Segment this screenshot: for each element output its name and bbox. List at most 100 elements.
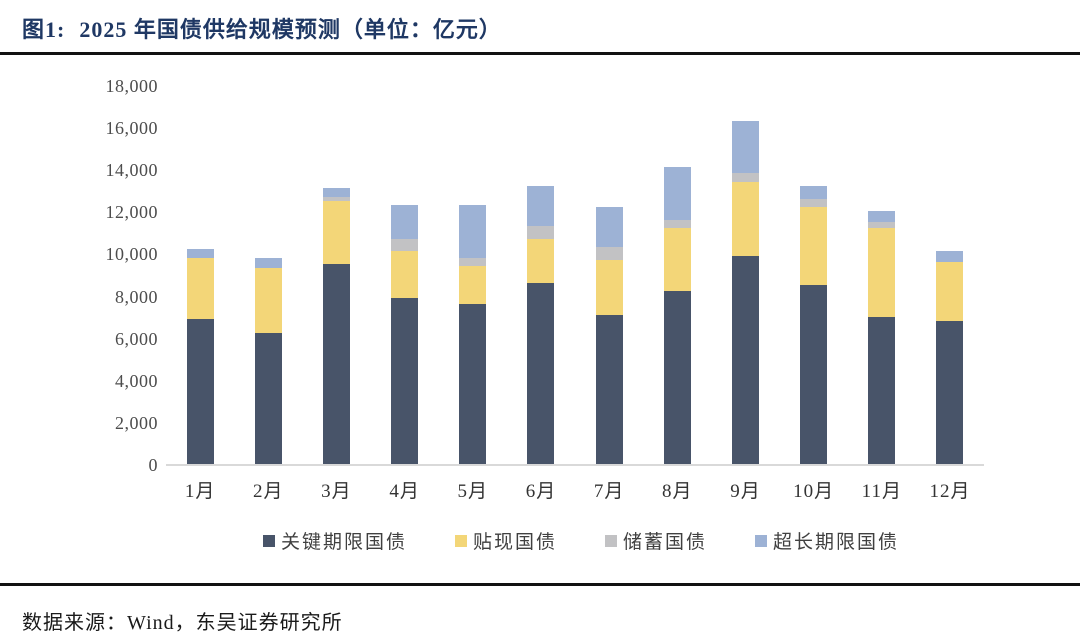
legend-item: 储蓄国债 [605, 527, 707, 554]
bar-segment [391, 205, 419, 239]
bar-segment [527, 226, 555, 239]
bar-segment [322, 263, 350, 464]
bar-column [439, 85, 507, 464]
bar-column [916, 85, 984, 464]
bar-segment [254, 333, 282, 464]
x-tick-label: 2月 [253, 481, 284, 502]
bar-segment [322, 200, 350, 264]
stacked-bar [936, 251, 964, 464]
bar-segment [800, 198, 828, 208]
bar-column [166, 85, 234, 464]
bar-segment [595, 259, 623, 315]
legend-swatch-icon [605, 534, 617, 547]
bar-column [234, 85, 302, 464]
y-tick-label: 6,000 [115, 328, 158, 349]
bar-column [575, 85, 643, 464]
x-tick-label: 8月 [662, 481, 693, 502]
bar-segment [663, 219, 691, 229]
bar-segment [663, 228, 691, 292]
top-divider [0, 52, 1080, 55]
plot-area [166, 85, 984, 464]
x-tick-label: 3月 [321, 481, 352, 502]
bar-segment [459, 303, 487, 464]
stacked-bar [800, 186, 828, 464]
bar-segment [800, 186, 828, 199]
bar-segment [254, 268, 282, 334]
bottom-divider [0, 583, 1080, 586]
x-tick-label: 10月 [793, 481, 835, 502]
bar-segment [868, 316, 896, 464]
bar-column [780, 85, 848, 464]
x-axis-line [166, 464, 984, 466]
bar-segment [936, 320, 964, 464]
bar-segment [186, 249, 214, 258]
data-source-note: 数据来源：Wind，东吴证券研究所 [22, 612, 343, 634]
stacked-bar [731, 120, 759, 464]
y-tick-label: 12,000 [105, 202, 158, 223]
legend-label: 储蓄国债 [623, 532, 708, 553]
x-tick-label: 12月 [929, 481, 971, 502]
y-tick-label: 8,000 [115, 286, 158, 307]
y-tick-label: 4,000 [115, 370, 158, 391]
stacked-bar [186, 249, 214, 464]
bar-segment [186, 257, 214, 319]
stacked-bar [868, 211, 896, 464]
legend-item: 关键期限国债 [262, 527, 407, 554]
bar-segment [595, 314, 623, 464]
y-tick-label: 0 [148, 455, 158, 475]
x-axis-labels: 1月 2月 3月 4月 5月 6月 7月 8月 9月 10月 11月 12月 [166, 476, 984, 503]
legend-swatch-icon [262, 534, 275, 547]
figure-label: 图1: [22, 17, 66, 42]
stacked-bar [663, 167, 691, 464]
bar-segment [459, 257, 487, 267]
y-tick-label: 2,000 [115, 412, 158, 433]
stacked-bar [459, 205, 487, 464]
stacked-bar [391, 205, 419, 464]
stacked-bar [527, 186, 555, 464]
bar-column [848, 85, 916, 464]
y-tick-label: 16,000 [105, 118, 158, 139]
bar-segment [459, 266, 487, 304]
bar-segment [527, 282, 555, 464]
bar-segment [868, 228, 896, 317]
y-tick-label: 18,000 [105, 76, 158, 96]
bar-segment [731, 255, 759, 464]
bar-segment [731, 173, 759, 182]
bar-column [302, 85, 370, 464]
x-tick-label: 1月 [184, 481, 216, 502]
y-tick-label: 10,000 [105, 244, 158, 265]
legend-label: 贴现国债 [472, 532, 557, 553]
bar-column [711, 85, 779, 464]
figure-title: 图1: 2025 年国债供给规模预测（单位：亿元） [22, 12, 502, 44]
bar-column [643, 85, 711, 464]
bar-segment [663, 167, 691, 220]
bar-segment [595, 247, 623, 260]
stacked-bar [322, 188, 350, 464]
bar-segment [731, 120, 759, 174]
stacked-bar [254, 257, 282, 464]
y-tick-label: 14,000 [105, 160, 158, 181]
x-tick-label: 6月 [525, 481, 557, 502]
bar-segment [322, 196, 350, 201]
bar-segment [868, 221, 896, 229]
bar-segment [800, 285, 828, 464]
bar-segment [459, 205, 487, 258]
figure-title-text: 2025 年国债供给规模预测（单位：亿元） [79, 17, 502, 42]
bar-segment [731, 181, 759, 256]
bar-segment [936, 251, 964, 262]
bar-segment [527, 238, 555, 283]
legend-item: 贴现国债 [454, 527, 557, 554]
stacked-bar [595, 207, 623, 464]
bar-segment [868, 211, 896, 222]
legend-swatch-icon [454, 534, 467, 547]
x-tick-label: 4月 [389, 481, 420, 502]
bar-segment [800, 207, 828, 286]
bar-segment [663, 291, 691, 464]
x-tick-label: 5月 [457, 481, 489, 502]
bar-segment [186, 318, 214, 464]
legend-item: 超长期限国债 [755, 527, 899, 554]
legend-label: 超长期限国债 [773, 532, 900, 553]
y-axis: 0 2,000 4,000 6,000 8,000 10,000 12,000 14,000 1… [60, 76, 158, 475]
x-tick-label: 7月 [593, 481, 625, 502]
